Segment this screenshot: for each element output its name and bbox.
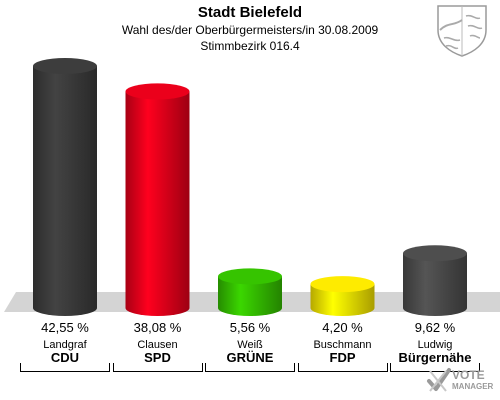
label-bracket <box>20 363 110 372</box>
party-label: Bürgernähe <box>398 350 472 365</box>
bar-cap <box>310 276 375 293</box>
candidate-label: Landgraf <box>43 339 87 351</box>
vote-check-icon <box>427 368 451 392</box>
value-label: 4,20 % <box>322 320 363 335</box>
party-label: CDU <box>50 350 80 365</box>
district-label: Stimmbezirk 016.4 <box>200 39 300 53</box>
candidate-label: Ludwig <box>417 339 453 351</box>
chart-title: Stadt Bielefeld <box>197 4 303 21</box>
bar-cap <box>125 83 190 100</box>
chart-subtitle: Wahl des/der Oberbürgermeisters/in 30.08… <box>121 23 379 37</box>
label-bracket <box>297 363 388 372</box>
bar-fdp <box>310 276 375 316</box>
value-label: 5,56 % <box>229 320 271 335</box>
vote-manager-logo: VOTE MANAGER <box>426 366 494 396</box>
candidate-label: Buschmann <box>313 339 372 351</box>
bar-cap <box>33 58 97 74</box>
candidate-label: Clausen <box>137 339 178 351</box>
party-label: FDP <box>329 350 356 365</box>
bar-cdu <box>33 58 97 316</box>
value-label: 38,08 % <box>133 320 182 335</box>
coat-of-arms-icon <box>437 5 487 57</box>
value-label: 9,62 % <box>414 320 456 335</box>
candidate-label: Weiß <box>237 339 263 351</box>
logo-line-2: MANAGER <box>452 382 494 391</box>
party-label: GRÜNE <box>226 350 274 365</box>
bar-cap <box>403 245 467 262</box>
party-label: SPD <box>144 350 171 365</box>
label-bracket <box>205 363 295 372</box>
logo-line-1: VOTE <box>452 368 485 382</box>
bar-cap <box>218 268 282 285</box>
value-label: 42,55 % <box>41 320 89 335</box>
bar-gr-ne <box>218 268 282 316</box>
label-bracket <box>390 363 480 372</box>
bar-b-rgern-he <box>403 245 467 316</box>
label-bracket <box>112 363 203 372</box>
bar-spd <box>125 83 190 317</box>
